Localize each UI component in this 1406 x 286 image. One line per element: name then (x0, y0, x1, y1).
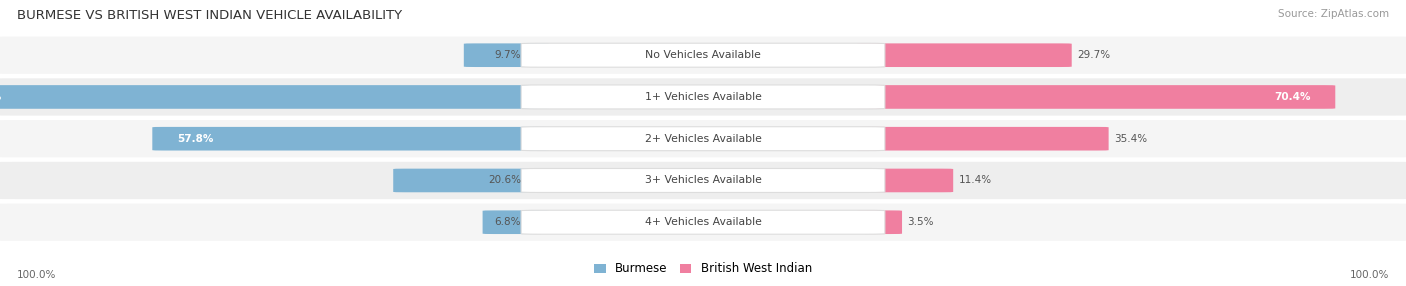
FancyBboxPatch shape (522, 43, 884, 67)
FancyBboxPatch shape (482, 210, 548, 234)
FancyBboxPatch shape (0, 85, 548, 109)
FancyBboxPatch shape (522, 168, 884, 192)
Text: 4+ Vehicles Available: 4+ Vehicles Available (644, 217, 762, 227)
Text: 11.4%: 11.4% (959, 176, 991, 185)
Text: 9.7%: 9.7% (495, 50, 522, 60)
FancyBboxPatch shape (522, 85, 884, 109)
Text: 1+ Vehicles Available: 1+ Vehicles Available (644, 92, 762, 102)
Text: 35.4%: 35.4% (1114, 134, 1147, 144)
Text: 70.4%: 70.4% (1274, 92, 1310, 102)
FancyBboxPatch shape (858, 127, 1108, 150)
FancyBboxPatch shape (522, 127, 884, 151)
FancyBboxPatch shape (0, 35, 1406, 75)
FancyBboxPatch shape (0, 202, 1406, 242)
Text: 100.0%: 100.0% (17, 270, 56, 280)
Text: BURMESE VS BRITISH WEST INDIAN VEHICLE AVAILABILITY: BURMESE VS BRITISH WEST INDIAN VEHICLE A… (17, 9, 402, 21)
FancyBboxPatch shape (464, 43, 548, 67)
Text: 2+ Vehicles Available: 2+ Vehicles Available (644, 134, 762, 144)
Text: 20.6%: 20.6% (488, 176, 522, 185)
FancyBboxPatch shape (858, 210, 903, 234)
Text: 90.4%: 90.4% (0, 92, 3, 102)
Text: 100.0%: 100.0% (1350, 270, 1389, 280)
Text: 6.8%: 6.8% (495, 217, 522, 227)
FancyBboxPatch shape (0, 77, 1406, 117)
FancyBboxPatch shape (522, 210, 884, 234)
FancyBboxPatch shape (152, 127, 548, 150)
Text: 29.7%: 29.7% (1077, 50, 1111, 60)
Text: 3+ Vehicles Available: 3+ Vehicles Available (644, 176, 762, 185)
FancyBboxPatch shape (858, 169, 953, 192)
FancyBboxPatch shape (0, 119, 1406, 159)
Text: 57.8%: 57.8% (177, 134, 214, 144)
Legend: Burmese, British West Indian: Burmese, British West Indian (589, 258, 817, 280)
FancyBboxPatch shape (858, 43, 1071, 67)
Text: 3.5%: 3.5% (907, 217, 934, 227)
FancyBboxPatch shape (394, 169, 548, 192)
FancyBboxPatch shape (858, 85, 1336, 109)
Text: No Vehicles Available: No Vehicles Available (645, 50, 761, 60)
Text: Source: ZipAtlas.com: Source: ZipAtlas.com (1278, 9, 1389, 19)
FancyBboxPatch shape (0, 160, 1406, 200)
